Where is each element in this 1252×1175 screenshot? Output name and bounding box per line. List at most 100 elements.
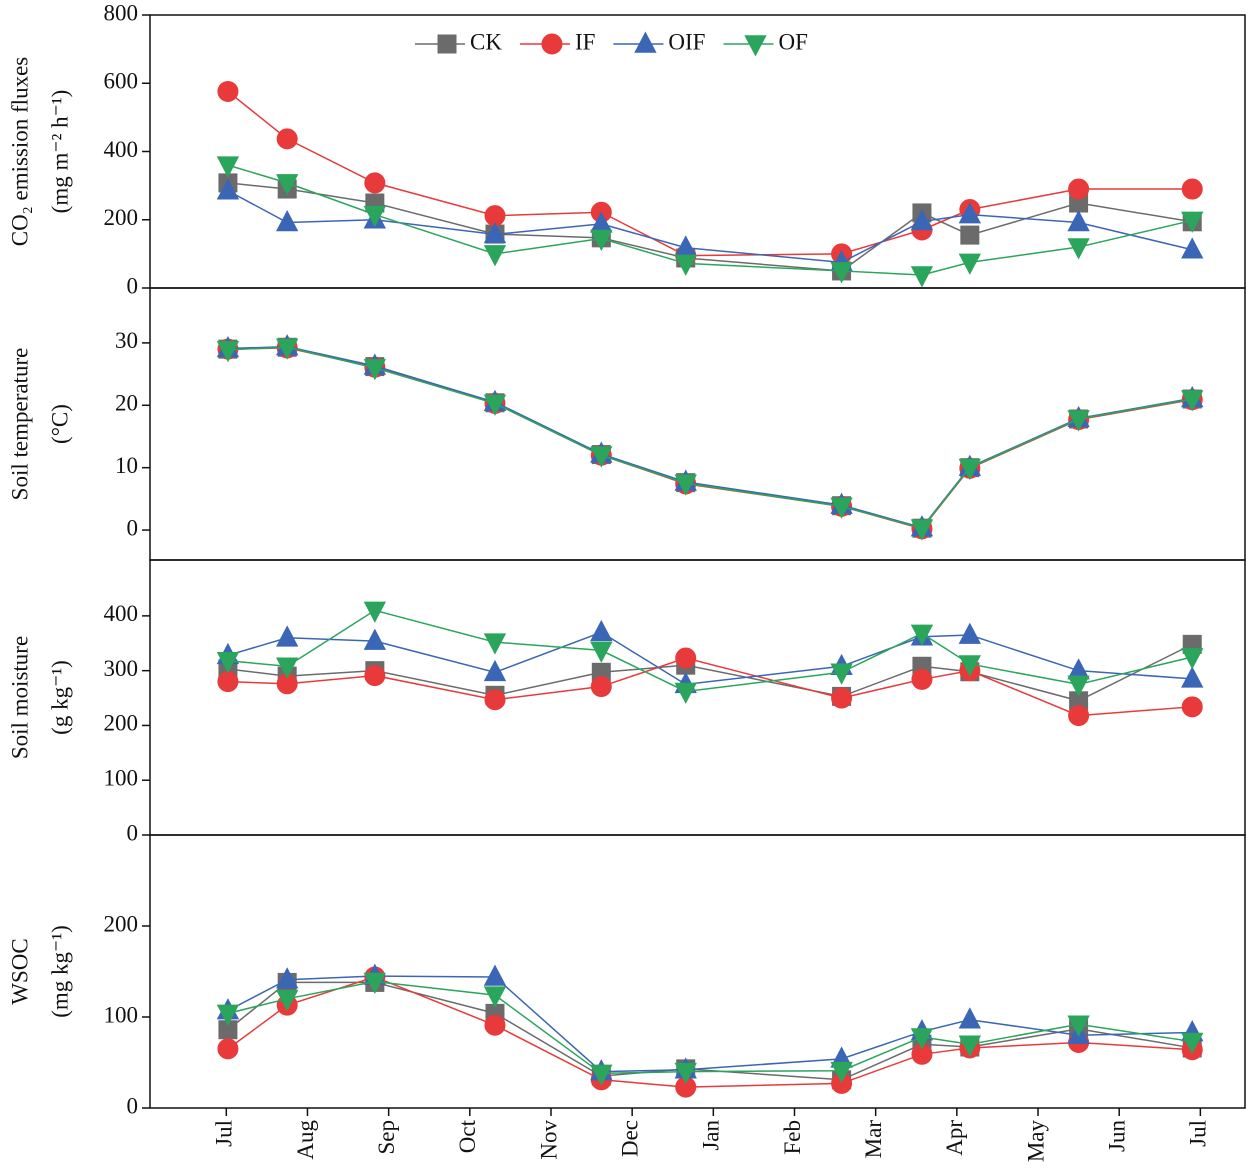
y-axis-label: (g kg⁻¹) [47, 660, 72, 735]
legend-marker [541, 33, 563, 55]
legend-marker [634, 31, 657, 53]
marker [830, 262, 853, 284]
marker [363, 972, 387, 994]
y-tick-label: 30 [115, 328, 138, 353]
marker [958, 253, 982, 275]
panel-frame [149, 834, 1246, 1109]
x-tick-label: Mar [861, 1120, 886, 1159]
marker [276, 967, 299, 989]
marker [483, 964, 507, 986]
marker [484, 689, 506, 711]
series-line [227, 980, 1193, 1075]
marker [483, 245, 507, 267]
marker [911, 668, 933, 690]
y-tick-label: 800 [104, 0, 139, 25]
marker [830, 497, 853, 519]
marker [276, 657, 299, 679]
marker [276, 210, 299, 232]
y-tick-label: 0 [127, 273, 139, 298]
marker [483, 986, 507, 1008]
marker [217, 1038, 239, 1060]
x-tick-label: Jul [1186, 1120, 1211, 1147]
marker [674, 682, 697, 704]
marker [276, 990, 299, 1012]
marker [958, 1035, 982, 1057]
y-tick-label: 200 [104, 911, 139, 936]
marker [217, 80, 239, 102]
legend-marker [744, 35, 767, 57]
marker [216, 1004, 240, 1026]
x-tick-label: Sep [374, 1120, 399, 1155]
marker [590, 619, 613, 642]
marker [1181, 211, 1204, 233]
marker [1067, 238, 1090, 260]
marker [363, 628, 387, 650]
marker [483, 659, 507, 682]
y-tick-label: 100 [104, 766, 139, 791]
x-tick-label: Jul [212, 1120, 237, 1147]
y-tick-label: 0 [127, 820, 139, 845]
y-tick-label: 300 [104, 656, 139, 681]
marker [675, 647, 697, 669]
x-tick-label: Nov [536, 1120, 561, 1160]
x-tick-label: May [1023, 1120, 1048, 1163]
marker [1181, 696, 1203, 718]
y-axis-label: Soil temperature [7, 348, 32, 501]
marker [1181, 237, 1204, 259]
marker [958, 622, 982, 644]
y-tick-label: 10 [115, 453, 138, 478]
y-axis-label: CO₂ emission fluxes [7, 57, 32, 247]
x-tick-label: Jan [699, 1120, 724, 1151]
x-tick-label: Apr [942, 1120, 967, 1156]
legend-label: OIF [668, 29, 705, 54]
marker [1067, 1015, 1090, 1037]
marker [958, 458, 982, 481]
marker [958, 1007, 982, 1029]
marker [910, 519, 934, 541]
x-tick-label: Aug [293, 1120, 318, 1160]
marker [1181, 178, 1203, 200]
marker [363, 601, 387, 623]
marker [1181, 648, 1204, 670]
marker [483, 394, 507, 416]
marker [674, 1062, 697, 1085]
y-tick-label: 200 [104, 711, 139, 736]
marker [483, 221, 507, 244]
marker [216, 652, 240, 674]
marker [910, 266, 934, 288]
marker [674, 254, 697, 276]
y-tick-label: 100 [104, 1002, 139, 1027]
marker [276, 625, 299, 647]
legend-label: CK [470, 29, 502, 54]
marker [910, 1028, 934, 1050]
marker [910, 624, 934, 646]
marker [276, 128, 298, 150]
marker [216, 340, 240, 363]
y-tick-label: 20 [115, 391, 138, 416]
marker [276, 174, 299, 196]
marker [216, 156, 240, 178]
marker [590, 676, 612, 698]
legend-marker [437, 34, 457, 54]
marker [830, 1061, 853, 1084]
marker [958, 655, 982, 677]
marker [1067, 675, 1090, 697]
marker [590, 446, 613, 468]
y-tick-label: 400 [104, 601, 139, 626]
marker [674, 474, 697, 496]
y-tick-label: 0 [127, 1093, 139, 1118]
y-axis-label: Soil moisture [7, 636, 32, 759]
y-axis-label: WSOC [7, 938, 32, 1004]
y-tick-label: 0 [127, 515, 139, 540]
x-tick-label: Jun [1104, 1120, 1129, 1152]
marker [1181, 666, 1204, 688]
marker [217, 671, 239, 693]
y-axis-label: (°C) [47, 404, 72, 444]
x-tick-label: Oct [455, 1119, 480, 1153]
marker [1181, 390, 1204, 412]
y-axis-label: (mg m⁻² h⁻¹) [47, 90, 72, 214]
marker [1068, 705, 1090, 727]
marker [590, 1064, 613, 1086]
marker [1067, 410, 1090, 432]
